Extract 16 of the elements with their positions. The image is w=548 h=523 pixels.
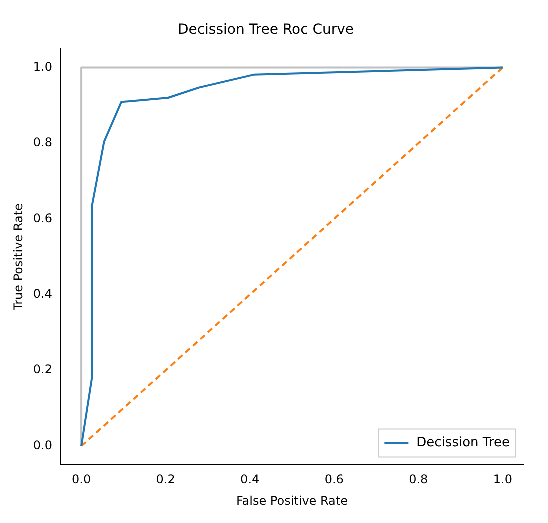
legend-label: Decission Tree [416, 436, 510, 451]
y-axis-title: True Positive Rate [11, 204, 26, 312]
x-tick-label: 0.4 [240, 472, 260, 487]
y-tick-label: 0.0 [33, 438, 52, 452]
x-tick-label: 0.2 [156, 472, 176, 487]
y-tick-label: 0.4 [33, 286, 52, 301]
x-axis-title: False Positive Rate [236, 494, 348, 508]
chart-title: Decission Tree Roc Curve [178, 22, 354, 38]
x-tick-label: 0.6 [324, 472, 344, 487]
y-tick-label: 0.2 [33, 362, 52, 377]
y-tick-label: 1.0 [33, 60, 52, 74]
y-tick-label: 0.6 [33, 211, 52, 226]
x-tick-label: 1.0 [493, 472, 512, 487]
x-tick-label: 0.0 [72, 472, 92, 487]
y-tick-label: 0.8 [33, 136, 52, 150]
x-tick-label: 0.8 [409, 472, 428, 487]
